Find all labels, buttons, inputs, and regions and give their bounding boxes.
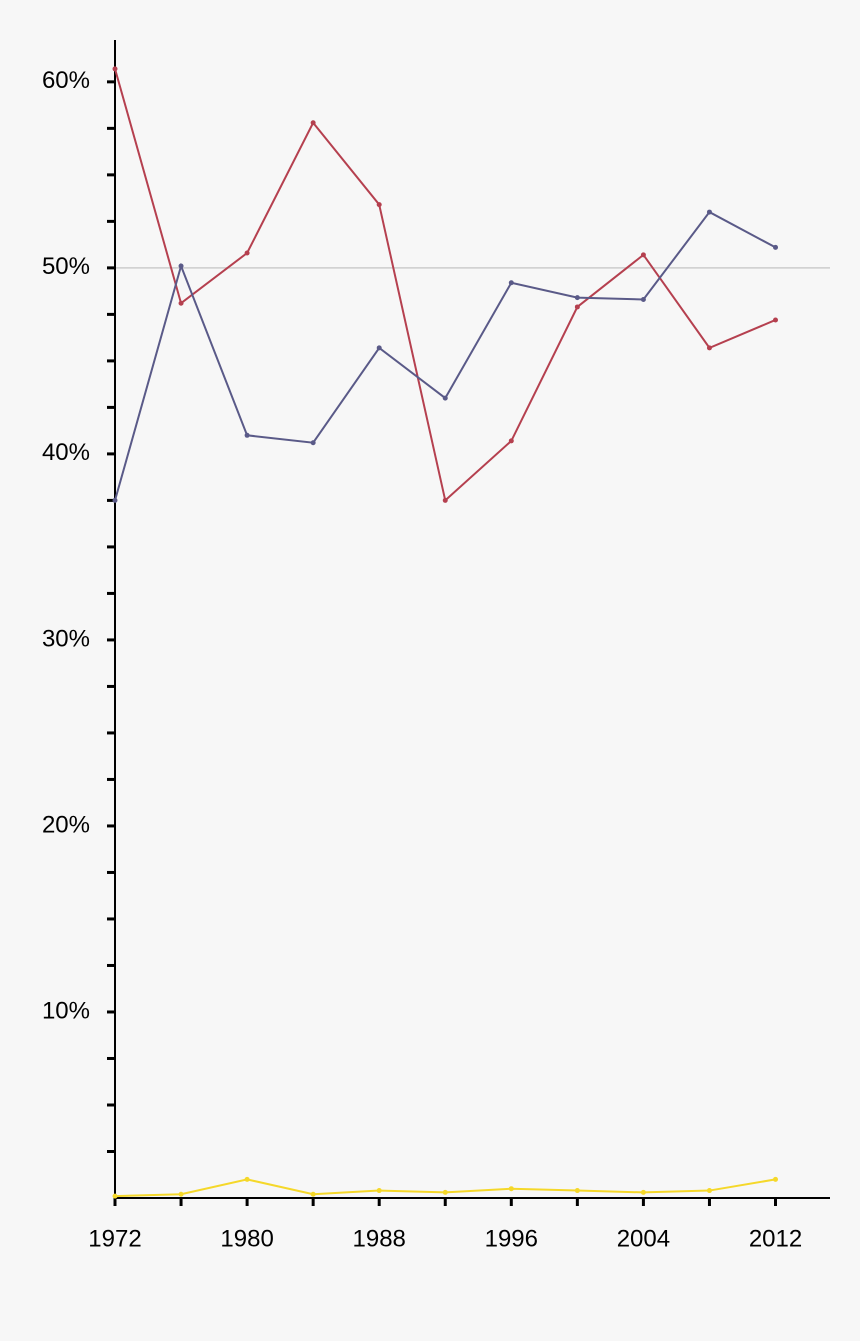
data-point	[376, 202, 382, 208]
data-point	[442, 395, 448, 401]
data-point	[178, 1191, 184, 1197]
data-point	[112, 66, 118, 72]
data-point	[706, 345, 712, 351]
x-tick-label: 1972	[88, 1225, 141, 1252]
data-point	[706, 209, 712, 215]
data-point	[244, 250, 250, 256]
y-tick-label: 20%	[42, 811, 90, 838]
y-tick-label: 30%	[42, 625, 90, 652]
x-tick-label: 2004	[617, 1225, 670, 1252]
data-point	[640, 297, 646, 303]
data-point	[508, 1186, 514, 1192]
data-point	[442, 497, 448, 503]
data-point	[773, 317, 779, 323]
data-point	[640, 252, 646, 258]
data-point	[376, 345, 382, 351]
data-point	[178, 300, 184, 306]
data-point	[244, 432, 250, 438]
data-point	[773, 244, 779, 250]
x-tick-label: 2012	[749, 1225, 802, 1252]
series-line	[114, 68, 776, 503]
data-point	[773, 1176, 779, 1182]
y-tick-label: 50%	[42, 253, 90, 280]
data-point	[442, 1189, 448, 1195]
y-tick-label: 60%	[42, 67, 90, 94]
y-tick-label: 10%	[42, 997, 90, 1024]
data-point	[574, 304, 580, 310]
data-point	[244, 1176, 250, 1182]
y-tick-label: 40%	[42, 439, 90, 466]
data-point	[508, 280, 514, 286]
data-point	[310, 120, 316, 126]
data-point	[310, 1191, 316, 1197]
series-line	[114, 210, 776, 501]
data-point	[706, 1188, 712, 1194]
data-point	[640, 1189, 646, 1195]
data-point	[574, 295, 580, 301]
x-tick-label: 1988	[353, 1225, 406, 1252]
data-point	[112, 1193, 118, 1199]
data-point	[310, 440, 316, 446]
x-tick-label: 1980	[220, 1225, 273, 1252]
data-point	[574, 1188, 580, 1194]
data-point	[508, 438, 514, 444]
data-point	[178, 263, 184, 269]
x-tick-label: 1996	[485, 1225, 538, 1252]
data-point	[112, 497, 118, 503]
data-point	[376, 1188, 382, 1194]
